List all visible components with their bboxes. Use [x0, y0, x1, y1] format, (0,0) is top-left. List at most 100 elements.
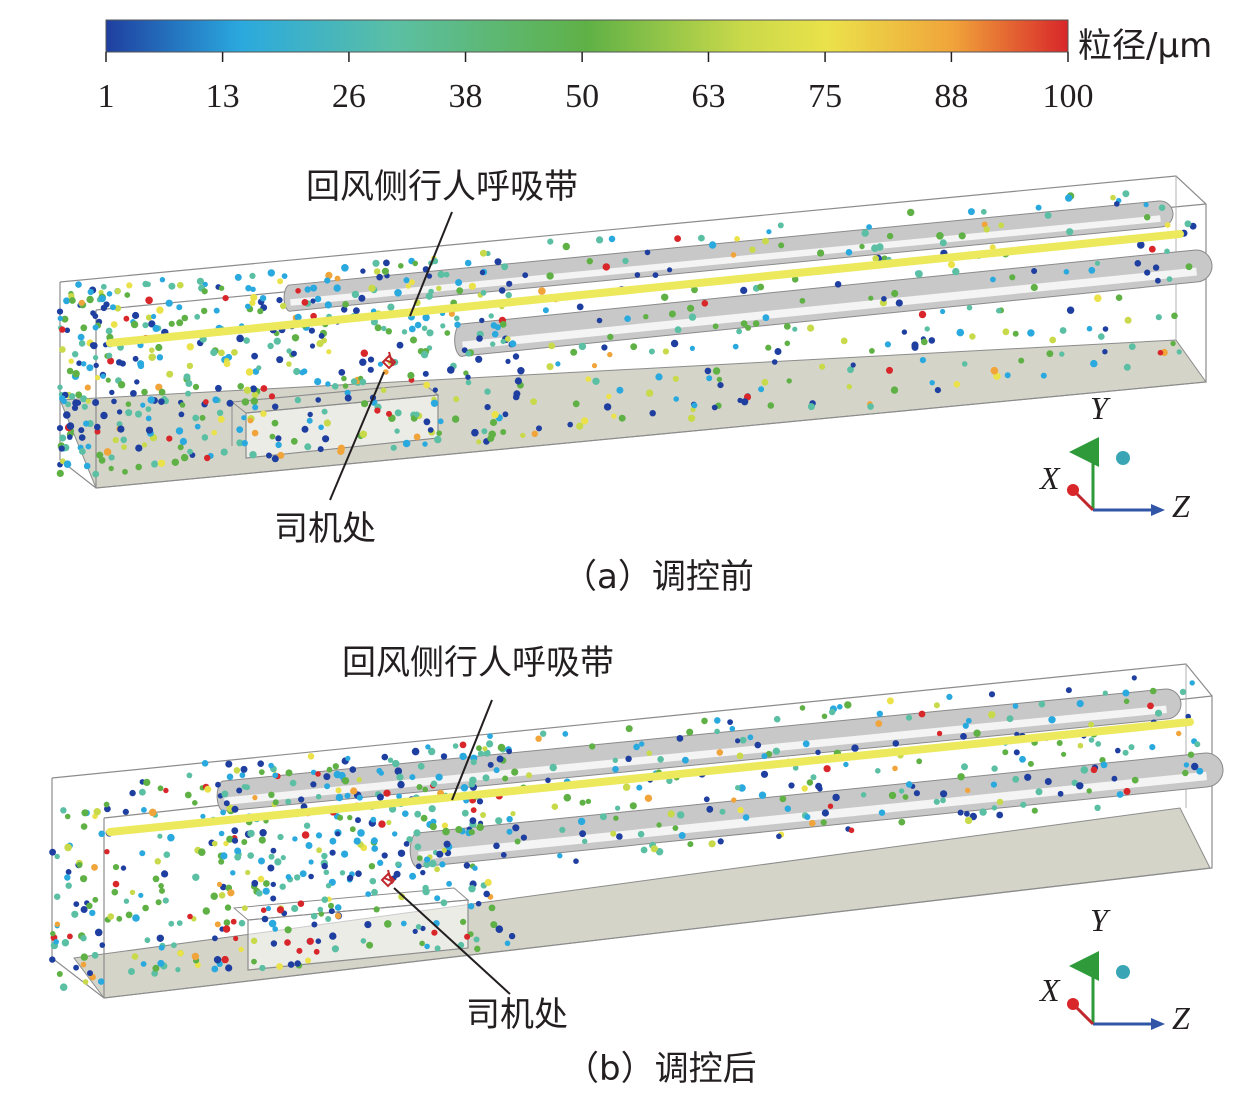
particle-dot	[138, 892, 144, 898]
particle-dot	[579, 830, 586, 838]
particle-dot	[223, 360, 231, 368]
particle-dot	[1124, 316, 1132, 324]
particle-dot	[596, 317, 603, 324]
particle-dot	[1077, 742, 1084, 749]
particle-dot	[979, 808, 987, 816]
colorbar-tick-label: 88	[934, 78, 969, 115]
particle-dot	[625, 755, 632, 762]
particle-dot	[714, 728, 720, 735]
particle-dot	[392, 759, 400, 768]
axis-triad	[1067, 437, 1165, 516]
particle-dot	[624, 315, 631, 323]
particle-dot	[135, 410, 142, 418]
particle-dot	[886, 366, 893, 374]
particle-dot	[114, 305, 122, 312]
particle-dot	[662, 348, 670, 355]
particle-dot	[128, 968, 135, 975]
particle-dot	[719, 808, 726, 815]
particle-dot	[308, 859, 314, 865]
particle-dot	[546, 363, 554, 371]
particle-dot	[78, 427, 85, 434]
particle-dot	[167, 833, 175, 842]
particle-dot	[387, 757, 394, 763]
particle-dot	[315, 397, 322, 403]
particle-dot	[473, 936, 480, 943]
particle-dot	[442, 827, 450, 836]
particle-dot	[257, 760, 265, 767]
colorbar-tick-label: 13	[205, 78, 240, 115]
particle-dot	[191, 952, 200, 961]
particle-dot	[54, 853, 60, 860]
particle-dot	[329, 849, 336, 856]
particle-dot	[905, 781, 913, 788]
particle-dot	[546, 272, 554, 280]
particle-dot	[328, 902, 334, 909]
particle-dot	[218, 285, 225, 291]
particle-dot	[67, 434, 73, 440]
particle-dot	[355, 870, 362, 877]
particle-dot	[996, 811, 1004, 819]
particle-dot	[678, 832, 686, 839]
particle-dot	[1128, 744, 1135, 751]
particle-dot	[100, 304, 108, 312]
particle-dot	[334, 904, 342, 911]
particle-dot	[277, 833, 284, 841]
particle-dot	[434, 435, 442, 444]
particle-dot	[655, 848, 664, 856]
particle-dot	[504, 336, 511, 342]
particle-dot	[65, 882, 72, 889]
particle-dot	[981, 221, 988, 228]
particle-dot	[123, 898, 130, 904]
particle-dot	[829, 708, 836, 716]
particle-dot	[105, 377, 111, 383]
particle-dot	[440, 899, 448, 907]
particle-dot	[454, 321, 461, 328]
particle-dot	[504, 940, 511, 947]
particle-dot	[341, 850, 349, 858]
particle-dot	[96, 451, 104, 459]
particle-dot	[645, 389, 654, 397]
breathing-zone-label: 回风侧行人呼吸带	[342, 643, 614, 683]
particle-dot	[347, 814, 353, 821]
particle-dot	[181, 314, 189, 322]
particle-dot	[996, 307, 1002, 314]
particle-dot	[270, 940, 278, 947]
particle-dot	[86, 902, 93, 909]
particle-dot	[441, 822, 448, 829]
particle-dot	[387, 303, 395, 311]
particle-dot	[640, 846, 648, 854]
particle-dot	[729, 725, 736, 732]
particle-dot	[130, 320, 139, 329]
particle-dot	[1114, 201, 1120, 207]
particle-dot	[1134, 260, 1142, 267]
particle-dot	[419, 940, 425, 947]
particle-dot	[1122, 749, 1129, 756]
particle-dot	[270, 847, 277, 854]
particle-dot	[468, 282, 476, 290]
particle-dot	[465, 374, 471, 380]
particle-dot	[179, 402, 186, 408]
particle-dot	[1063, 269, 1070, 275]
particle-dot	[827, 803, 834, 809]
particle-dot	[420, 814, 428, 822]
particle-dot	[486, 740, 494, 748]
particle-dot	[369, 878, 377, 885]
particle-dot	[847, 366, 854, 374]
particle-dot	[526, 772, 532, 779]
particle-dot	[367, 356, 375, 363]
particle-dot	[80, 953, 89, 961]
particle-dot	[427, 427, 434, 433]
particle-dot	[250, 286, 256, 292]
particle-dot	[508, 932, 516, 940]
particle-dot	[103, 801, 110, 808]
particle-dot	[187, 913, 193, 920]
particle-dot	[601, 344, 608, 351]
particle-dot	[443, 271, 450, 278]
particle-dot	[326, 766, 333, 773]
particle-dot	[1027, 329, 1035, 337]
particle-dot	[298, 796, 305, 803]
particle-dot	[98, 456, 106, 464]
particle-dot	[933, 798, 940, 805]
particle-dot	[151, 460, 158, 468]
particle-dot	[783, 323, 791, 330]
